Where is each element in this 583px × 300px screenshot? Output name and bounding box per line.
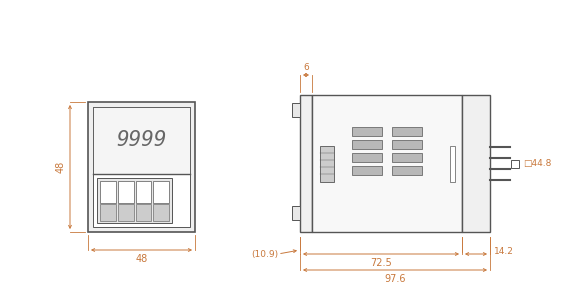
Bar — [135, 181, 151, 203]
Bar — [153, 181, 169, 203]
Text: □44.8: □44.8 — [523, 159, 552, 168]
Text: 9999: 9999 — [116, 130, 167, 149]
Bar — [312, 95, 462, 232]
Text: 6: 6 — [303, 62, 309, 71]
Bar — [300, 95, 312, 232]
Bar — [511, 160, 519, 167]
Bar — [93, 107, 190, 174]
Bar — [100, 181, 116, 203]
Bar — [97, 178, 172, 223]
Bar — [292, 103, 300, 117]
Bar — [352, 127, 382, 136]
Text: 48: 48 — [56, 161, 66, 173]
Bar — [392, 127, 422, 136]
Text: 48: 48 — [135, 254, 147, 264]
Bar — [462, 95, 490, 232]
Bar — [352, 166, 382, 175]
Text: 14.2: 14.2 — [494, 248, 514, 256]
Bar — [135, 204, 151, 221]
Bar — [118, 204, 134, 221]
Bar — [352, 140, 382, 148]
Bar — [100, 204, 116, 221]
Text: 72.5: 72.5 — [370, 258, 392, 268]
Bar — [153, 204, 169, 221]
Bar — [352, 152, 382, 161]
Bar — [392, 152, 422, 161]
Bar — [320, 146, 334, 182]
Bar — [392, 140, 422, 148]
Circle shape — [178, 196, 186, 205]
Text: 97.6: 97.6 — [384, 274, 406, 284]
Bar — [93, 107, 190, 227]
Bar — [392, 166, 422, 175]
Bar — [450, 146, 455, 182]
Bar — [88, 102, 195, 232]
Bar — [118, 181, 134, 203]
Bar — [292, 206, 300, 220]
Text: (10.9): (10.9) — [251, 250, 278, 259]
